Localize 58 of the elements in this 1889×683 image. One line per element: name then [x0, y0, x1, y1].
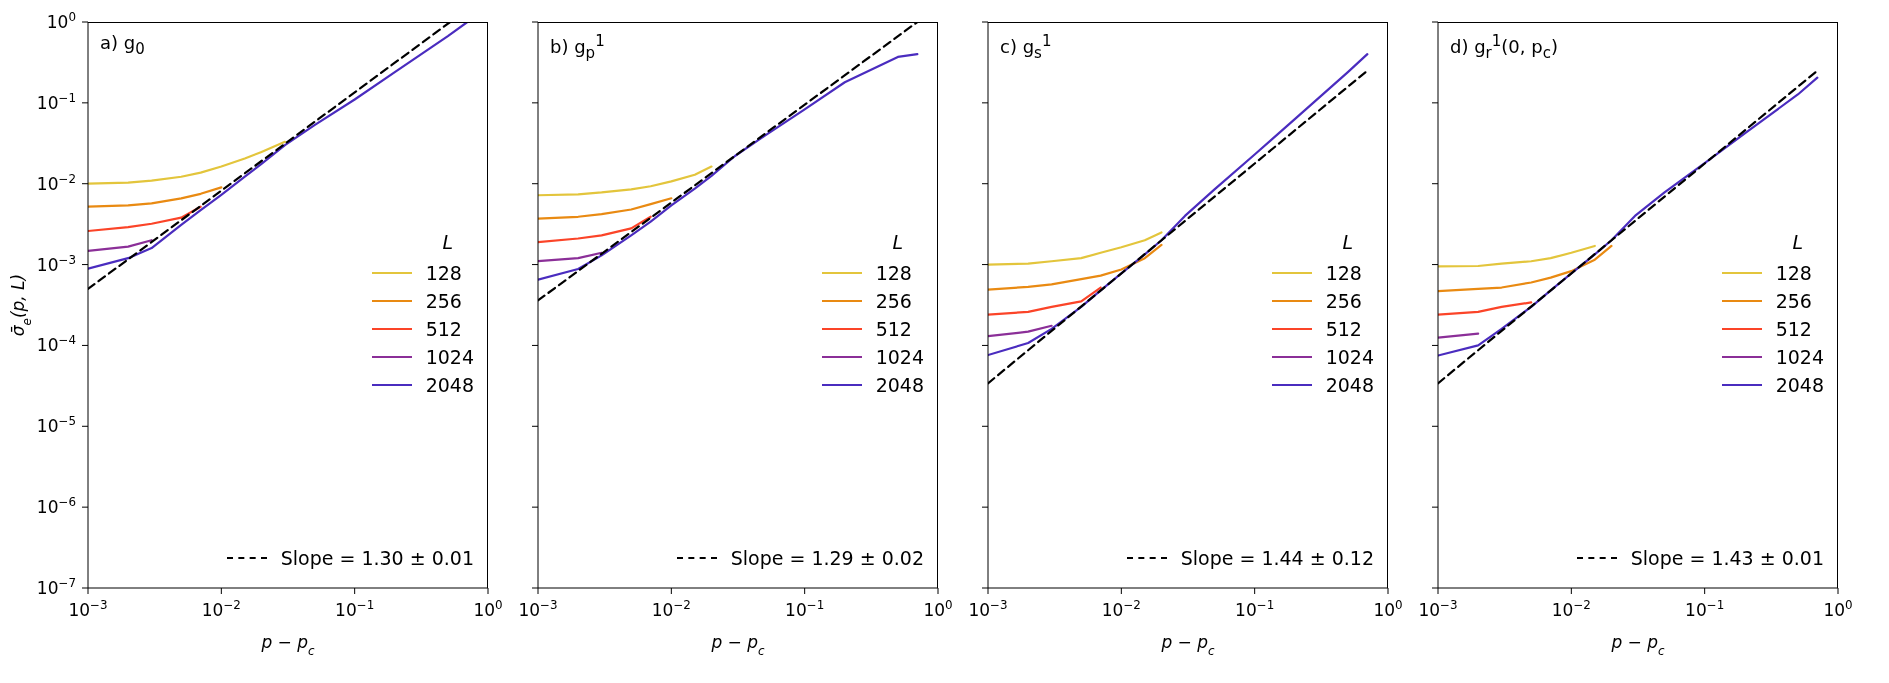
legend-label: 1024 [875, 346, 924, 369]
x-tick-label: 10$^{−3}$ [68, 598, 108, 620]
legend-label: 128 [1775, 262, 1812, 285]
x-tick-label: 10$^{−3}$ [1418, 598, 1458, 620]
legend-title: L [1791, 231, 1805, 256]
y-tick-label: 10$^{−3}$ [36, 252, 76, 275]
legend-label: 1024 [425, 346, 474, 369]
legend-title: L [1341, 231, 1355, 256]
legend-label: 1024 [1325, 346, 1374, 369]
legend-label: Slope = 1.30 ± 0.01 [280, 547, 474, 569]
x-tick-label: 10$^{0}$ [473, 598, 503, 620]
legend-label: 128 [1325, 262, 1362, 285]
y-tick-label: 10$^{−6}$ [36, 495, 76, 518]
x-axis-title: p − p$_{c}$ [1610, 632, 1666, 658]
x-axis-title: p − p$_{c}$ [260, 632, 316, 658]
legend-label: 256 [1775, 290, 1812, 313]
legend-label: 512 [1325, 318, 1362, 341]
x-tick-label: 10$^{−2}$ [651, 598, 691, 620]
x-tick-label: 10$^{−1}$ [785, 598, 825, 620]
legend-label: Slope = 1.43 ± 0.01 [1630, 547, 1824, 569]
x-tick-label: 10$^{−2}$ [1101, 598, 1141, 620]
y-tick-label: 10$^{−4}$ [36, 333, 76, 356]
x-axis-title: p − p$_{c}$ [1160, 632, 1216, 658]
x-tick-label: 10$^{−3}$ [968, 598, 1008, 620]
legend-label: 1024 [1775, 346, 1824, 369]
legend-label: 2048 [875, 374, 924, 397]
legend-label: 2048 [425, 374, 474, 397]
legend-label: Slope = 1.29 ± 0.02 [730, 547, 924, 569]
legend-label: 2048 [1325, 374, 1374, 397]
legend-label: 128 [425, 262, 462, 285]
x-tick-label: 10$^{0}$ [923, 598, 953, 620]
legend-label: Slope = 1.44 ± 0.12 [1180, 547, 1374, 569]
x-tick-label: 10$^{0}$ [1823, 598, 1853, 620]
text: d) g$_{r}$$^{1}$(0, p$_{c}$) [1450, 32, 1558, 62]
x-tick-label: 10$^{−1}$ [1235, 598, 1275, 620]
x-tick-label: 10$^{0}$ [1373, 598, 1403, 620]
y-tick-label: 10$^{−1}$ [36, 90, 76, 113]
legend-label: 512 [425, 318, 462, 341]
y-tick-label: 10$^{−5}$ [36, 414, 76, 437]
legend-label: 128 [875, 262, 912, 285]
x-tick-label: 10$^{−1}$ [1685, 598, 1725, 620]
legend-title: L [891, 231, 905, 256]
x-axis-title: p − p$_{c}$ [710, 632, 766, 658]
y-tick-label: 10$^{−7}$ [36, 576, 76, 598]
x-tick-label: 10$^{−3}$ [518, 598, 558, 620]
legend-label: 256 [875, 290, 912, 313]
legend-label: 256 [1325, 290, 1362, 313]
x-tick-label: 10$^{−2}$ [201, 598, 241, 620]
legend-label: 2048 [1775, 374, 1824, 397]
x-tick-label: 10$^{−1}$ [335, 598, 375, 620]
y-tick-label: 10$^{−2}$ [36, 171, 76, 194]
text: a) g$_{0}$ [100, 32, 145, 58]
legend-label: 512 [875, 318, 912, 341]
legend-label: 512 [1775, 318, 1812, 341]
legend-label: 256 [425, 290, 462, 313]
legend-title: L [441, 231, 455, 256]
x-tick-label: 10$^{−2}$ [1551, 598, 1591, 620]
y-tick-label: 10$^{0}$ [46, 10, 76, 32]
